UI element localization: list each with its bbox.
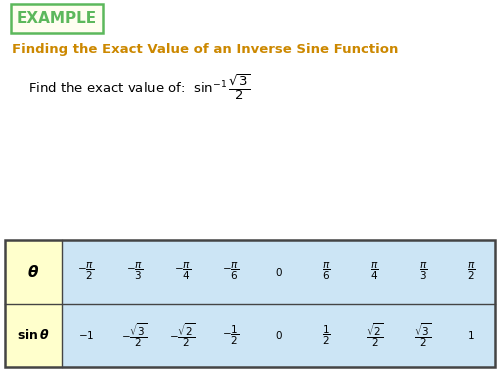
Text: $0$: $0$ bbox=[274, 266, 282, 278]
Text: $-\dfrac{\pi}{2}$: $-\dfrac{\pi}{2}$ bbox=[78, 261, 94, 282]
Text: $-1$: $-1$ bbox=[78, 329, 94, 341]
Polygon shape bbox=[62, 240, 495, 303]
Text: $\dfrac{\pi}{3}$: $\dfrac{\pi}{3}$ bbox=[418, 261, 427, 282]
Text: $-\dfrac{\pi}{6}$: $-\dfrac{\pi}{6}$ bbox=[222, 261, 239, 282]
Text: Finding the Exact Value of an Inverse Sine Function: Finding the Exact Value of an Inverse Si… bbox=[12, 44, 398, 57]
Text: $\boldsymbol{\theta}$: $\boldsymbol{\theta}$ bbox=[28, 264, 40, 280]
Text: $-\dfrac{\sqrt{2}}{2}$: $-\dfrac{\sqrt{2}}{2}$ bbox=[169, 321, 196, 349]
Polygon shape bbox=[5, 240, 62, 303]
Polygon shape bbox=[5, 303, 62, 367]
Text: $\dfrac{\pi}{6}$: $\dfrac{\pi}{6}$ bbox=[322, 261, 331, 282]
Text: $\dfrac{1}{2}$: $\dfrac{1}{2}$ bbox=[322, 324, 331, 347]
Text: $-\dfrac{\pi}{3}$: $-\dfrac{\pi}{3}$ bbox=[126, 261, 143, 282]
Text: Find the exact value of:  $\sin^{-1}\dfrac{\sqrt{3}}{2}$: Find the exact value of: $\sin^{-1}\dfra… bbox=[28, 72, 250, 102]
Polygon shape bbox=[62, 303, 495, 367]
Text: $0$: $0$ bbox=[274, 329, 282, 341]
Text: $-\dfrac{\sqrt{3}}{2}$: $-\dfrac{\sqrt{3}}{2}$ bbox=[121, 321, 148, 349]
Text: $-\dfrac{1}{2}$: $-\dfrac{1}{2}$ bbox=[222, 324, 239, 347]
Text: $1$: $1$ bbox=[467, 329, 475, 341]
Text: $\mathbf{sin}\,\boldsymbol{\theta}$: $\mathbf{sin}\,\boldsymbol{\theta}$ bbox=[17, 328, 50, 342]
Text: $\dfrac{\pi}{2}$: $\dfrac{\pi}{2}$ bbox=[466, 261, 475, 282]
Text: $-\dfrac{\pi}{4}$: $-\dfrac{\pi}{4}$ bbox=[174, 261, 191, 282]
Text: $\dfrac{\sqrt{2}}{2}$: $\dfrac{\sqrt{2}}{2}$ bbox=[366, 321, 384, 349]
Text: EXAMPLE: EXAMPLE bbox=[17, 11, 97, 26]
FancyBboxPatch shape bbox=[11, 4, 103, 33]
Text: $\dfrac{\pi}{4}$: $\dfrac{\pi}{4}$ bbox=[370, 261, 379, 282]
Text: $\dfrac{\sqrt{3}}{2}$: $\dfrac{\sqrt{3}}{2}$ bbox=[414, 321, 432, 349]
